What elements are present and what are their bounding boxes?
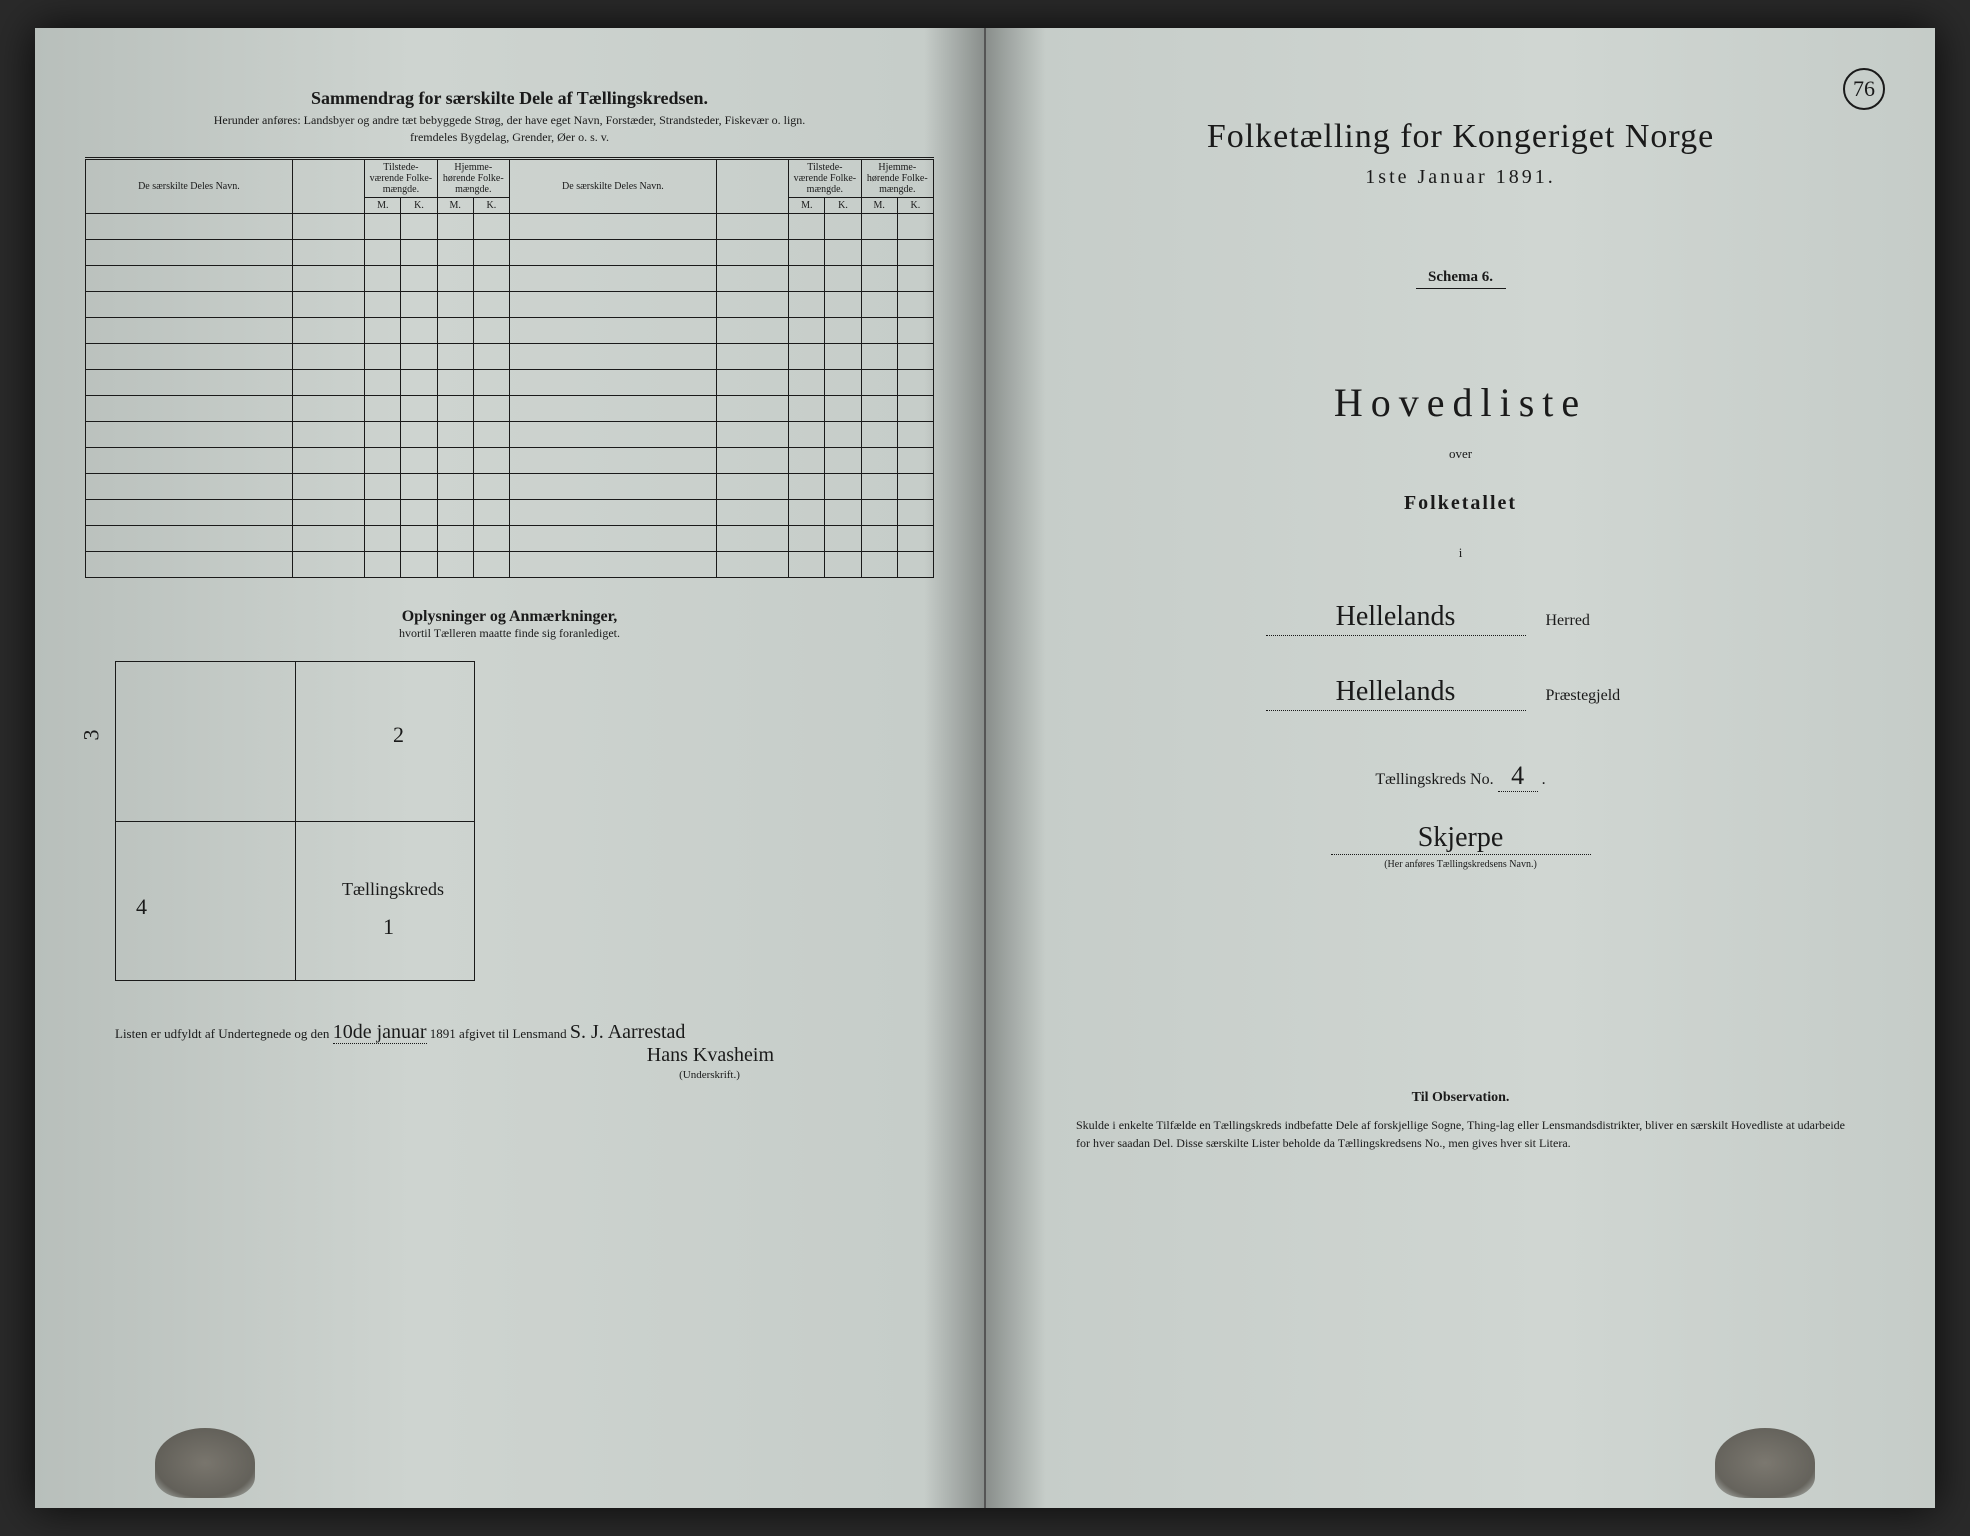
col-huslisters-1 <box>292 159 364 214</box>
table-row <box>86 266 934 292</box>
herred-row: Hellelands Herred <box>1036 601 1885 636</box>
left-subtitle-2: fremdeles Bygdelag, Grender, Øer o. s. v… <box>85 130 934 145</box>
census-date: 1ste Januar 1891. <box>1036 166 1885 189</box>
footer-prefix: Listen er udfyldt af Undertegnede og den <box>115 1026 329 1041</box>
herred-value: Hellelands <box>1266 601 1526 636</box>
col-m: M. <box>789 198 825 214</box>
table-row <box>86 396 934 422</box>
col-name-1: De særskilte Deles Navn. <box>86 159 293 214</box>
col-m: M. <box>437 198 473 214</box>
kreds-label: Tællingskreds No. <box>1375 771 1493 788</box>
schema-label: Schema 6. <box>1416 269 1506 289</box>
oplysninger-title: Oplysninger og Anmærkninger, <box>85 608 934 626</box>
observation-section: Til Observation. Skulde i enkelte Tilfæl… <box>1036 1090 1885 1152</box>
i-label: i <box>1036 545 1885 561</box>
left-title: Sammendrag for særskilte Dele af Tælling… <box>85 88 934 109</box>
over-label: over <box>1036 446 1885 462</box>
kreds-name: Skjerpe <box>1331 822 1591 855</box>
col-m: M. <box>365 198 401 214</box>
map-q4-no: 1 <box>383 914 394 940</box>
map-grid: 2 3 4 Tællingskreds 1 <box>115 661 475 981</box>
table-row <box>86 344 934 370</box>
col-hjemme-1: Hjemme-hørende Folke-mængde. <box>437 159 509 198</box>
map-q4-label: Tællingskreds <box>342 879 444 900</box>
underskrift-label: (Underskrift.) <box>485 1069 934 1081</box>
book-clip-icon <box>155 1428 255 1498</box>
census-title: Folketælling for Kongeriget Norge <box>1036 118 1885 156</box>
col-name-2: De særskilte Deles Navn. <box>509 159 716 214</box>
table-row <box>86 370 934 396</box>
table-row <box>86 240 934 266</box>
footer-date: 10de januar <box>333 1021 427 1044</box>
praeste-value: Hellelands <box>1266 676 1526 711</box>
table-row <box>86 292 934 318</box>
col-m: M. <box>861 198 897 214</box>
col-k: K. <box>897 198 933 214</box>
book-spread: Sammendrag for særskilte Dele af Tælling… <box>35 28 1935 1508</box>
summary-table-body <box>86 214 934 578</box>
table-row <box>86 526 934 552</box>
table-row <box>86 500 934 526</box>
table-row <box>86 552 934 578</box>
col-tilstede-2: Tilstede-værende Folke-mængde. <box>789 159 861 198</box>
col-k: K. <box>825 198 861 214</box>
col-k: K. <box>401 198 437 214</box>
herred-label: Herred <box>1546 612 1656 630</box>
right-page: 76 Folketælling for Kongeriget Norge 1st… <box>986 28 1935 1508</box>
table-row <box>86 318 934 344</box>
map-q3: 4 <box>136 894 147 920</box>
col-k: K. <box>473 198 509 214</box>
table-row <box>86 474 934 500</box>
kreds-no: 4 <box>1498 761 1538 792</box>
kreds-row: Tællingskreds No. 4 . <box>1036 761 1885 792</box>
footer-sig1: S. J. Aarrestad <box>570 1021 686 1043</box>
page-number: 76 <box>1843 68 1885 110</box>
left-page: Sammendrag for særskilte Dele af Tælling… <box>35 28 986 1508</box>
summary-table: De særskilte Deles Navn. Tilstede-værend… <box>85 157 934 578</box>
book-clip-icon <box>1715 1428 1815 1498</box>
oplysninger-sub: hvortil Tælleren maatte finde sig foranl… <box>85 626 934 641</box>
folketallet-label: Folketallet <box>1036 492 1885 515</box>
kreds-name-row: Skjerpe <box>1036 822 1885 855</box>
praestegjeld-row: Hellelands Præstegjeld <box>1036 676 1885 711</box>
footer-sig2: Hans Kvasheim <box>647 1044 774 1066</box>
left-subtitle-1: Herunder anføres: Landsbyer og andre tæt… <box>85 113 934 128</box>
praeste-label: Præstegjeld <box>1546 687 1656 705</box>
observation-title: Til Observation. <box>1036 1090 1885 1106</box>
table-row <box>86 214 934 240</box>
map-q2: 3 <box>79 730 105 741</box>
hovedliste-title: Hovedliste <box>1036 379 1885 426</box>
col-hjemme-2: Hjemme-hørende Folke-mængde. <box>861 159 933 198</box>
footer-line: Listen er udfyldt af Undertegnede og den… <box>85 1021 934 1044</box>
observation-body: Skulde i enkelte Tilfælde en Tællingskre… <box>1036 1116 1885 1152</box>
col-tilstede-1: Tilstede-værende Folke-mængde. <box>365 159 437 198</box>
table-row <box>86 448 934 474</box>
map-q1: 2 <box>393 722 404 748</box>
col-huslisters-2 <box>716 159 788 214</box>
table-row <box>86 422 934 448</box>
kreds-hint: (Her anføres Tællingskredsens Navn.) <box>1036 859 1885 870</box>
footer-year: 1891 afgivet til Lensmand <box>430 1026 567 1041</box>
